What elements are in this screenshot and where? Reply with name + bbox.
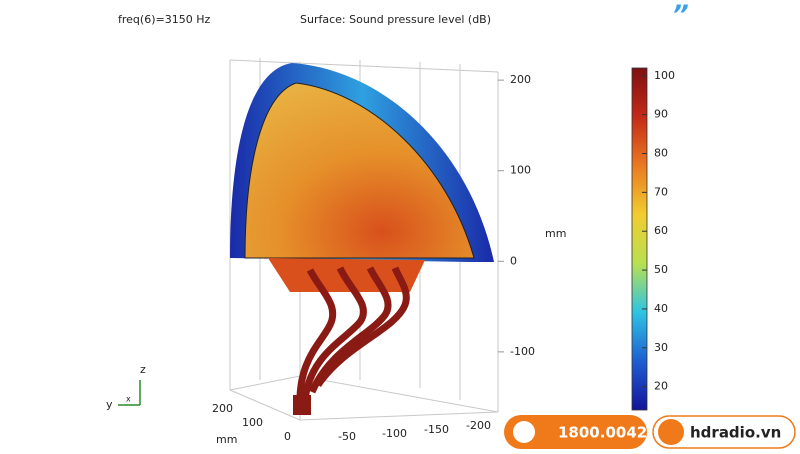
y-axis-unit: mm xyxy=(216,433,237,446)
website: hdradio.vn xyxy=(690,424,781,442)
colorbar-tick-label: 80 xyxy=(654,147,668,160)
triad-z: z xyxy=(140,363,146,376)
phone-icon xyxy=(513,421,535,443)
horn-base xyxy=(293,395,311,415)
y-tick-label: 100 xyxy=(242,416,263,429)
dome-field xyxy=(244,82,475,259)
triad-x: x xyxy=(126,395,131,404)
z-axis-unit: mm xyxy=(545,227,566,240)
z-tick-label: 100 xyxy=(510,164,531,177)
triad-y: y xyxy=(106,398,113,411)
y-tick-label: 200 xyxy=(212,402,233,415)
colorbar-ticks: 20 30 40 50 60 70 80 90 100 xyxy=(642,69,675,393)
z-tick-label: -100 xyxy=(510,345,535,358)
x-tick-label: -150 xyxy=(424,423,449,436)
axis-triad: z y x xyxy=(106,363,146,411)
z-tick-label: 0 xyxy=(510,254,517,267)
globe-icon xyxy=(658,419,684,445)
colorbar-tick-label: 50 xyxy=(654,263,668,276)
colorbar-tick-label: 100 xyxy=(654,69,675,82)
colorbar-tick-label: 20 xyxy=(654,380,668,393)
colorbar-tick-label: 30 xyxy=(654,341,668,354)
z-tick-label: 200 xyxy=(510,73,531,86)
z-axis: -100 0 100 200 xyxy=(498,73,535,358)
website-button[interactable] xyxy=(652,415,796,449)
frequency-label: freq(6)=3150 Hz xyxy=(118,13,210,26)
colorbar-tick-label: 60 xyxy=(654,224,668,237)
colorbar xyxy=(631,67,648,411)
horn-stems xyxy=(296,266,410,409)
x-tick-label: -200 xyxy=(466,419,491,432)
phone-button[interactable] xyxy=(504,415,647,449)
colorbar-tick-label: 40 xyxy=(654,302,668,315)
x-tick-label: -50 xyxy=(338,430,356,443)
colorbar-tick-label: 70 xyxy=(654,185,668,198)
x-tick-label: -100 xyxy=(382,427,407,440)
logo-mark: ” xyxy=(672,1,689,31)
y-tick-label: 0 xyxy=(284,430,291,443)
colorbar-tick-label: 90 xyxy=(654,108,668,121)
phone-number: 1800.0042 xyxy=(558,424,647,442)
plot-title: Surface: Sound pressure level (dB) xyxy=(300,13,491,26)
